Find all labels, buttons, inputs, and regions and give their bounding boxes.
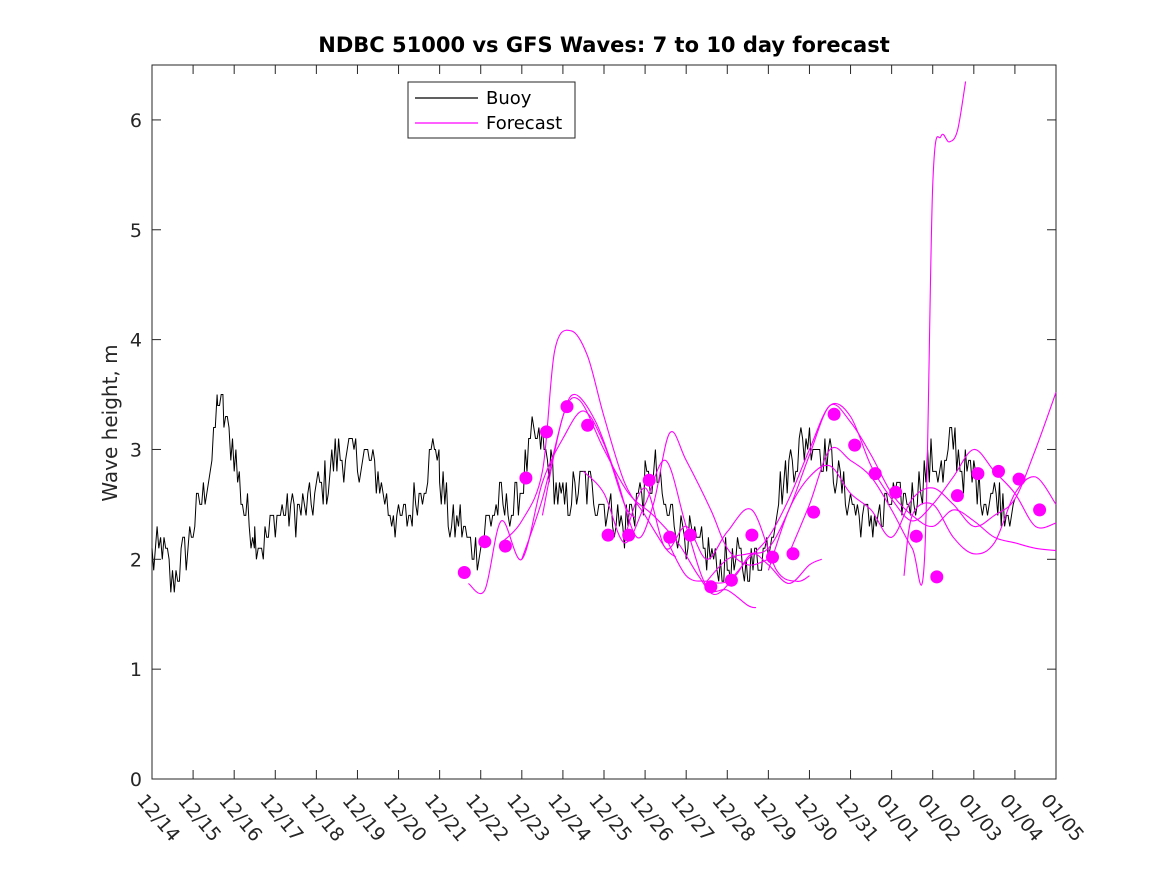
forecast-line xyxy=(788,81,967,586)
forecast-marker xyxy=(457,566,471,579)
y-tick-label: 0 xyxy=(130,769,142,791)
forecast-marker xyxy=(519,471,533,485)
forecast-marker xyxy=(827,407,841,421)
forecast-line xyxy=(583,459,757,609)
legend-box xyxy=(407,81,576,139)
forecast-marker xyxy=(766,550,779,564)
forecast-line xyxy=(903,476,1057,576)
forecast-marker xyxy=(889,485,903,499)
forecast-marker xyxy=(704,580,718,594)
forecast-line xyxy=(623,487,810,582)
buoy-line xyxy=(151,394,1016,593)
forecast-marker xyxy=(683,528,697,542)
forecast-marker xyxy=(581,418,595,432)
forecast-marker xyxy=(478,535,492,549)
forecast-marker xyxy=(663,530,677,544)
legend: Buoy Forecast xyxy=(407,81,576,139)
forecast-marker xyxy=(1033,503,1047,517)
legend-label-buoy: Buoy xyxy=(486,88,532,109)
forecast-line xyxy=(468,410,636,595)
forecast-marker xyxy=(992,464,1005,478)
forecast-marker-layer xyxy=(457,400,1047,594)
forecast-marker xyxy=(786,547,800,561)
forecast-marker xyxy=(1012,472,1026,486)
y-tick-label: 2 xyxy=(130,549,142,571)
forecast-marker xyxy=(930,570,944,584)
forecast-marker xyxy=(540,425,553,439)
axes-box xyxy=(151,64,1057,780)
forecast-marker xyxy=(909,529,923,543)
y-tick-label: 4 xyxy=(130,330,142,352)
forecast-marker xyxy=(642,473,656,487)
y-tick-label: 1 xyxy=(130,659,142,681)
legend-label-forecast: Forecast xyxy=(486,113,562,134)
y-tick-label: 6 xyxy=(130,110,142,132)
forecast-line xyxy=(500,329,677,558)
forecast-marker xyxy=(807,505,821,519)
y-tick-label: 3 xyxy=(130,439,142,461)
forecast-marker xyxy=(622,528,636,542)
plot-area: 12/1412/1512/1612/1712/1812/1912/2012/21… xyxy=(130,64,1088,846)
forecast-marker xyxy=(724,573,738,587)
forecast-marker xyxy=(601,528,615,542)
forecast-marker xyxy=(848,438,862,452)
forecast-marker xyxy=(971,467,985,481)
forecast-marker xyxy=(498,539,512,553)
forecast-line xyxy=(541,397,823,596)
forecast-marker xyxy=(868,467,882,481)
forecast-marker xyxy=(950,489,964,503)
forecast-marker xyxy=(745,528,759,542)
y-tick-label: 5 xyxy=(130,220,142,242)
buoy-series-layer xyxy=(151,394,1016,593)
y-axis-label: Wave height, m xyxy=(98,344,122,501)
forecast-marker xyxy=(560,400,574,414)
chart-title: NDBC 51000 vs GFS Waves: 7 to 10 day for… xyxy=(318,33,889,57)
